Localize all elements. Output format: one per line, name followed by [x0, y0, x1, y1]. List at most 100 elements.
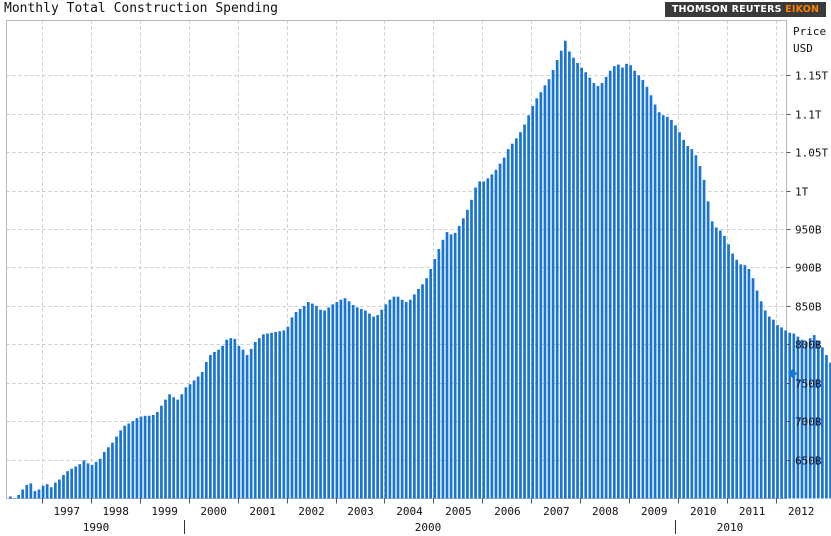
data-bar — [396, 296, 400, 499]
data-bar — [629, 65, 632, 499]
last-value-marker — [788, 369, 797, 379]
data-bar — [135, 418, 139, 499]
data-bar — [563, 40, 567, 499]
data-bar — [600, 83, 604, 499]
x-tick-label: 2007 — [543, 505, 570, 518]
data-bar — [645, 86, 649, 499]
y-tick-label: 800B — [795, 339, 822, 352]
data-bar — [351, 305, 355, 499]
data-bar — [33, 491, 37, 499]
data-bar — [772, 319, 775, 499]
horizontal-gridlines — [6, 75, 787, 461]
data-bar — [37, 489, 41, 499]
data-bar — [767, 316, 771, 499]
y-axis-title: Price — [793, 25, 826, 38]
data-bar — [143, 415, 147, 499]
data-bar — [62, 474, 65, 499]
data-bar — [457, 225, 461, 499]
data-bar — [657, 112, 661, 499]
data-bar — [808, 338, 812, 499]
data-bar — [621, 67, 624, 499]
data-bar — [21, 489, 25, 499]
data-bar — [812, 335, 816, 499]
data-bar — [441, 239, 445, 499]
y-tick-label: 1.15T — [795, 70, 828, 83]
data-bar — [670, 119, 673, 499]
data-bar — [596, 86, 600, 499]
data-bar — [111, 442, 114, 499]
data-bar — [319, 309, 322, 499]
data-bar — [282, 330, 286, 499]
data-bar — [249, 348, 253, 499]
x-tick-label: 2004 — [396, 505, 423, 518]
data-bar — [453, 232, 457, 499]
data-bar — [637, 75, 641, 499]
data-bar — [816, 341, 820, 499]
data-bar — [213, 351, 216, 499]
x-tick-label: 2008 — [592, 505, 619, 518]
data-bar — [429, 268, 433, 499]
data-bar — [266, 333, 269, 499]
data-bar — [94, 461, 98, 499]
brand-accent-text: EIKON — [785, 4, 820, 15]
data-bar — [825, 355, 828, 499]
data-bar — [294, 312, 298, 499]
data-bar — [502, 157, 506, 499]
y-tick-label: 1.1T — [795, 109, 822, 122]
data-bar — [747, 268, 751, 499]
data-bar — [759, 301, 763, 499]
data-bar — [355, 307, 359, 499]
x-tick-label: 2000 — [200, 505, 227, 518]
data-bar — [192, 380, 196, 499]
y-tick-label: 700B — [795, 416, 822, 429]
data-bar — [380, 309, 384, 499]
data-bar — [229, 338, 233, 499]
data-bar — [743, 265, 747, 499]
data-bar — [372, 316, 375, 499]
data-bar — [209, 355, 212, 499]
y-axis-labels: Price USD 650B 700B 750B 800B 850B 900B 950B 1T… — [793, 25, 828, 468]
data-bar — [690, 149, 694, 499]
data-bar — [425, 278, 428, 499]
data-bar — [723, 235, 726, 499]
data-bar — [270, 332, 273, 499]
data-bar — [172, 397, 175, 499]
x-tick-label: 2010 — [690, 505, 717, 518]
data-bar — [437, 249, 441, 499]
x-tick-label: 1999 — [151, 505, 178, 518]
data-bar — [364, 310, 367, 499]
data-bar — [763, 310, 767, 499]
data-bar — [184, 387, 188, 499]
thomson-reuters-eikon-logo: THOMSON REUTERS EIKON — [665, 2, 826, 17]
data-bar — [49, 487, 53, 499]
data-bar — [674, 125, 677, 499]
brand-main-text: THOMSON REUTERS — [671, 4, 786, 15]
data-bar — [559, 50, 563, 499]
data-bar — [392, 296, 396, 499]
data-bar — [568, 51, 571, 499]
x-tick-label: 2001 — [249, 505, 276, 518]
data-bar — [547, 79, 551, 499]
data-bar — [237, 345, 241, 499]
data-bar — [66, 471, 69, 499]
y-tick-label: 1.05T — [795, 147, 828, 160]
data-bar — [339, 299, 343, 499]
data-bar — [490, 174, 494, 499]
data-bar — [241, 349, 245, 499]
data-bar — [719, 230, 722, 499]
data-bar — [617, 64, 620, 499]
data-bar — [710, 221, 714, 499]
data-bar — [78, 464, 82, 499]
data-bar — [58, 479, 61, 499]
x-decade-label: 2010 — [717, 521, 744, 534]
data-bar — [408, 299, 412, 499]
x-tick-label: 2005 — [445, 505, 472, 518]
data-bar — [82, 460, 86, 499]
data-bar — [498, 163, 502, 499]
data-bar — [274, 332, 277, 499]
y-tick-label: 950B — [795, 224, 822, 237]
data-bar — [323, 310, 326, 499]
data-bar — [278, 331, 282, 499]
data-bar — [478, 181, 481, 499]
data-bar — [821, 347, 824, 499]
